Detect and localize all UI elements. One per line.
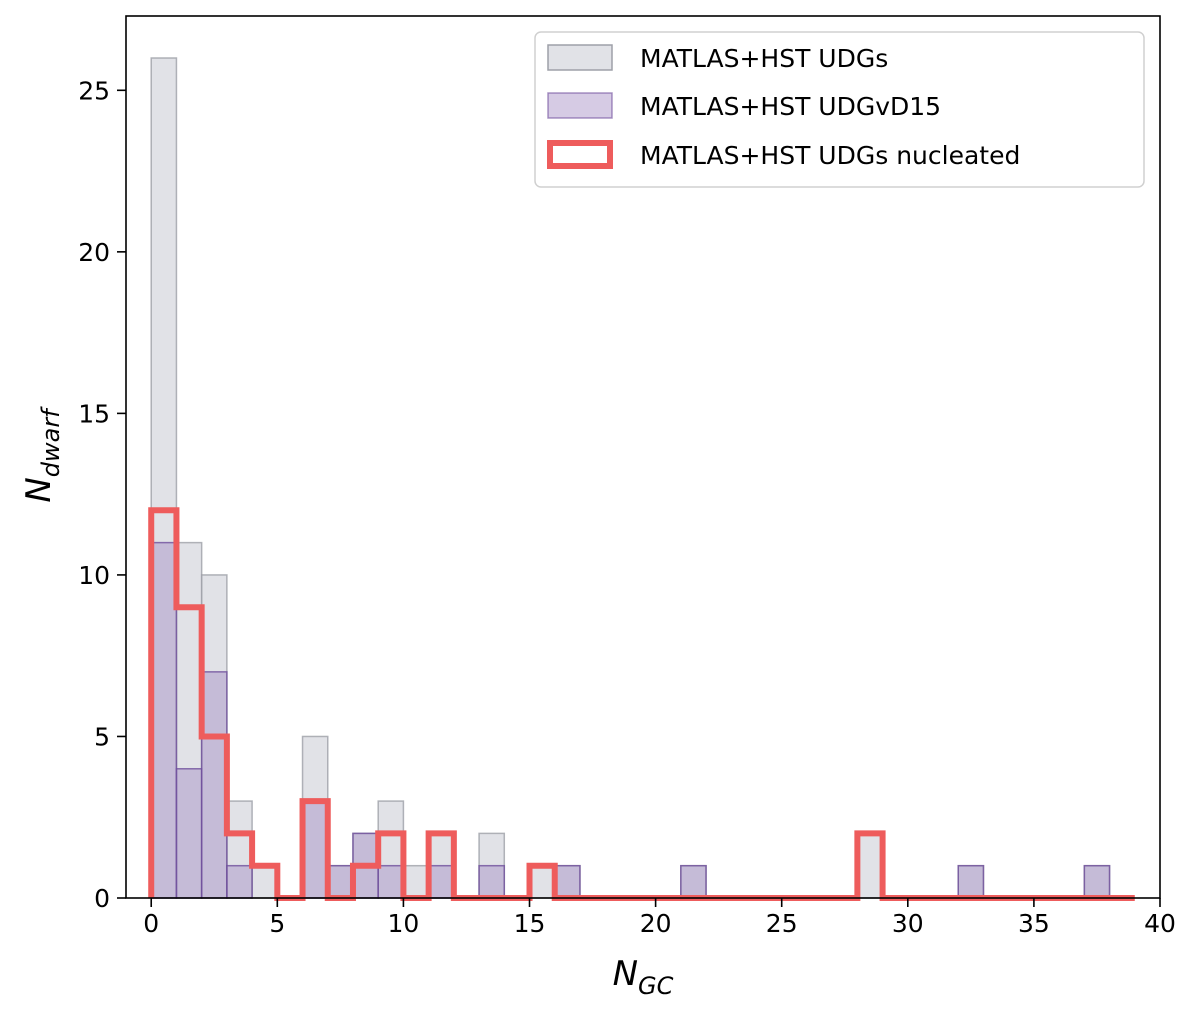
y-tick-label-15: 15 — [78, 399, 110, 428]
bar-udgvd15-11 — [427, 864, 455, 899]
bar-udgvd15-21 — [680, 864, 707, 899]
bar-udgvd15-16 — [553, 864, 581, 899]
x-tick-label-30: 30 — [892, 909, 924, 938]
bar-udgvd15-13 — [478, 864, 506, 899]
y-tick-label-20: 20 — [78, 238, 110, 267]
bar-udgs-10 — [402, 864, 430, 899]
legend-swatch-nucleated — [547, 140, 613, 169]
x-axis-title: NGC — [613, 954, 674, 1000]
bar-udgs-21 — [680, 864, 707, 899]
bar-udgs-28 — [856, 832, 884, 899]
legend: MATLAS+HST UDGs MATLAS+HST UDGvD15 MATLA… — [534, 31, 1145, 188]
bar-udgvd15-37 — [1083, 864, 1111, 899]
x-tick-label-15: 15 — [514, 909, 546, 938]
y-axis-title-sub: dwarf — [37, 406, 65, 477]
y-axis-title-main: N — [19, 477, 59, 502]
legend-label-nucleated: MATLAS+HST UDGs nucleated — [640, 141, 1020, 170]
bar-udgs-15 — [528, 864, 556, 899]
y-tick-label-25: 25 — [78, 76, 110, 105]
legend-label-udgvd15: MATLAS+HST UDGvD15 — [640, 92, 941, 121]
bar-udgs-0 — [150, 57, 178, 899]
x-tick-label-10: 10 — [388, 909, 420, 938]
x-axis-title-sub: GC — [638, 972, 674, 1000]
bar-udgs-32 — [957, 864, 985, 899]
x-tick-label-20: 20 — [640, 909, 672, 938]
bar-udgs-4 — [251, 864, 279, 899]
bar-udgvd15-3 — [226, 864, 253, 899]
x-tick-label-25: 25 — [766, 909, 798, 938]
legend-swatch-udgvd15 — [547, 92, 613, 119]
plot-frame — [125, 15, 1161, 899]
bar-udgvd15-0 — [150, 541, 178, 899]
bar-udgvd15-9 — [377, 864, 405, 899]
y-tick-label-5: 5 — [94, 722, 110, 751]
x-tick-label-0: 0 — [143, 909, 159, 938]
y-tick-label-0: 0 — [94, 884, 110, 913]
x-axis-ticks: 0 5 10 15 20 25 30 35 40 — [143, 898, 1176, 938]
bar-udgs-37 — [1083, 864, 1111, 899]
bar-udgvd15-7 — [327, 864, 354, 899]
x-tick-label-35: 35 — [1018, 909, 1050, 938]
y-axis-ticks: 0 5 10 15 20 25 — [78, 76, 126, 913]
bar-udgvd15-6 — [301, 800, 329, 899]
bar-udgs-1 — [175, 541, 203, 899]
bar-udgvd15-2 — [200, 671, 228, 899]
x-axis-title-main: N — [613, 954, 638, 994]
y-axis-title: Ndwarf — [19, 406, 65, 503]
legend-frame — [534, 31, 1145, 188]
legend-swatch-udgs — [547, 44, 613, 71]
x-tick-label-40: 40 — [1144, 909, 1176, 938]
y-tick-label-10: 10 — [78, 561, 110, 590]
legend-label-udgs: MATLAS+HST UDGs — [640, 44, 888, 73]
bar-udgvd15-1 — [175, 768, 203, 899]
bars-layer — [150, 57, 1111, 899]
x-tick-label-5: 5 — [269, 909, 285, 938]
bar-udgvd15-32 — [957, 864, 985, 899]
